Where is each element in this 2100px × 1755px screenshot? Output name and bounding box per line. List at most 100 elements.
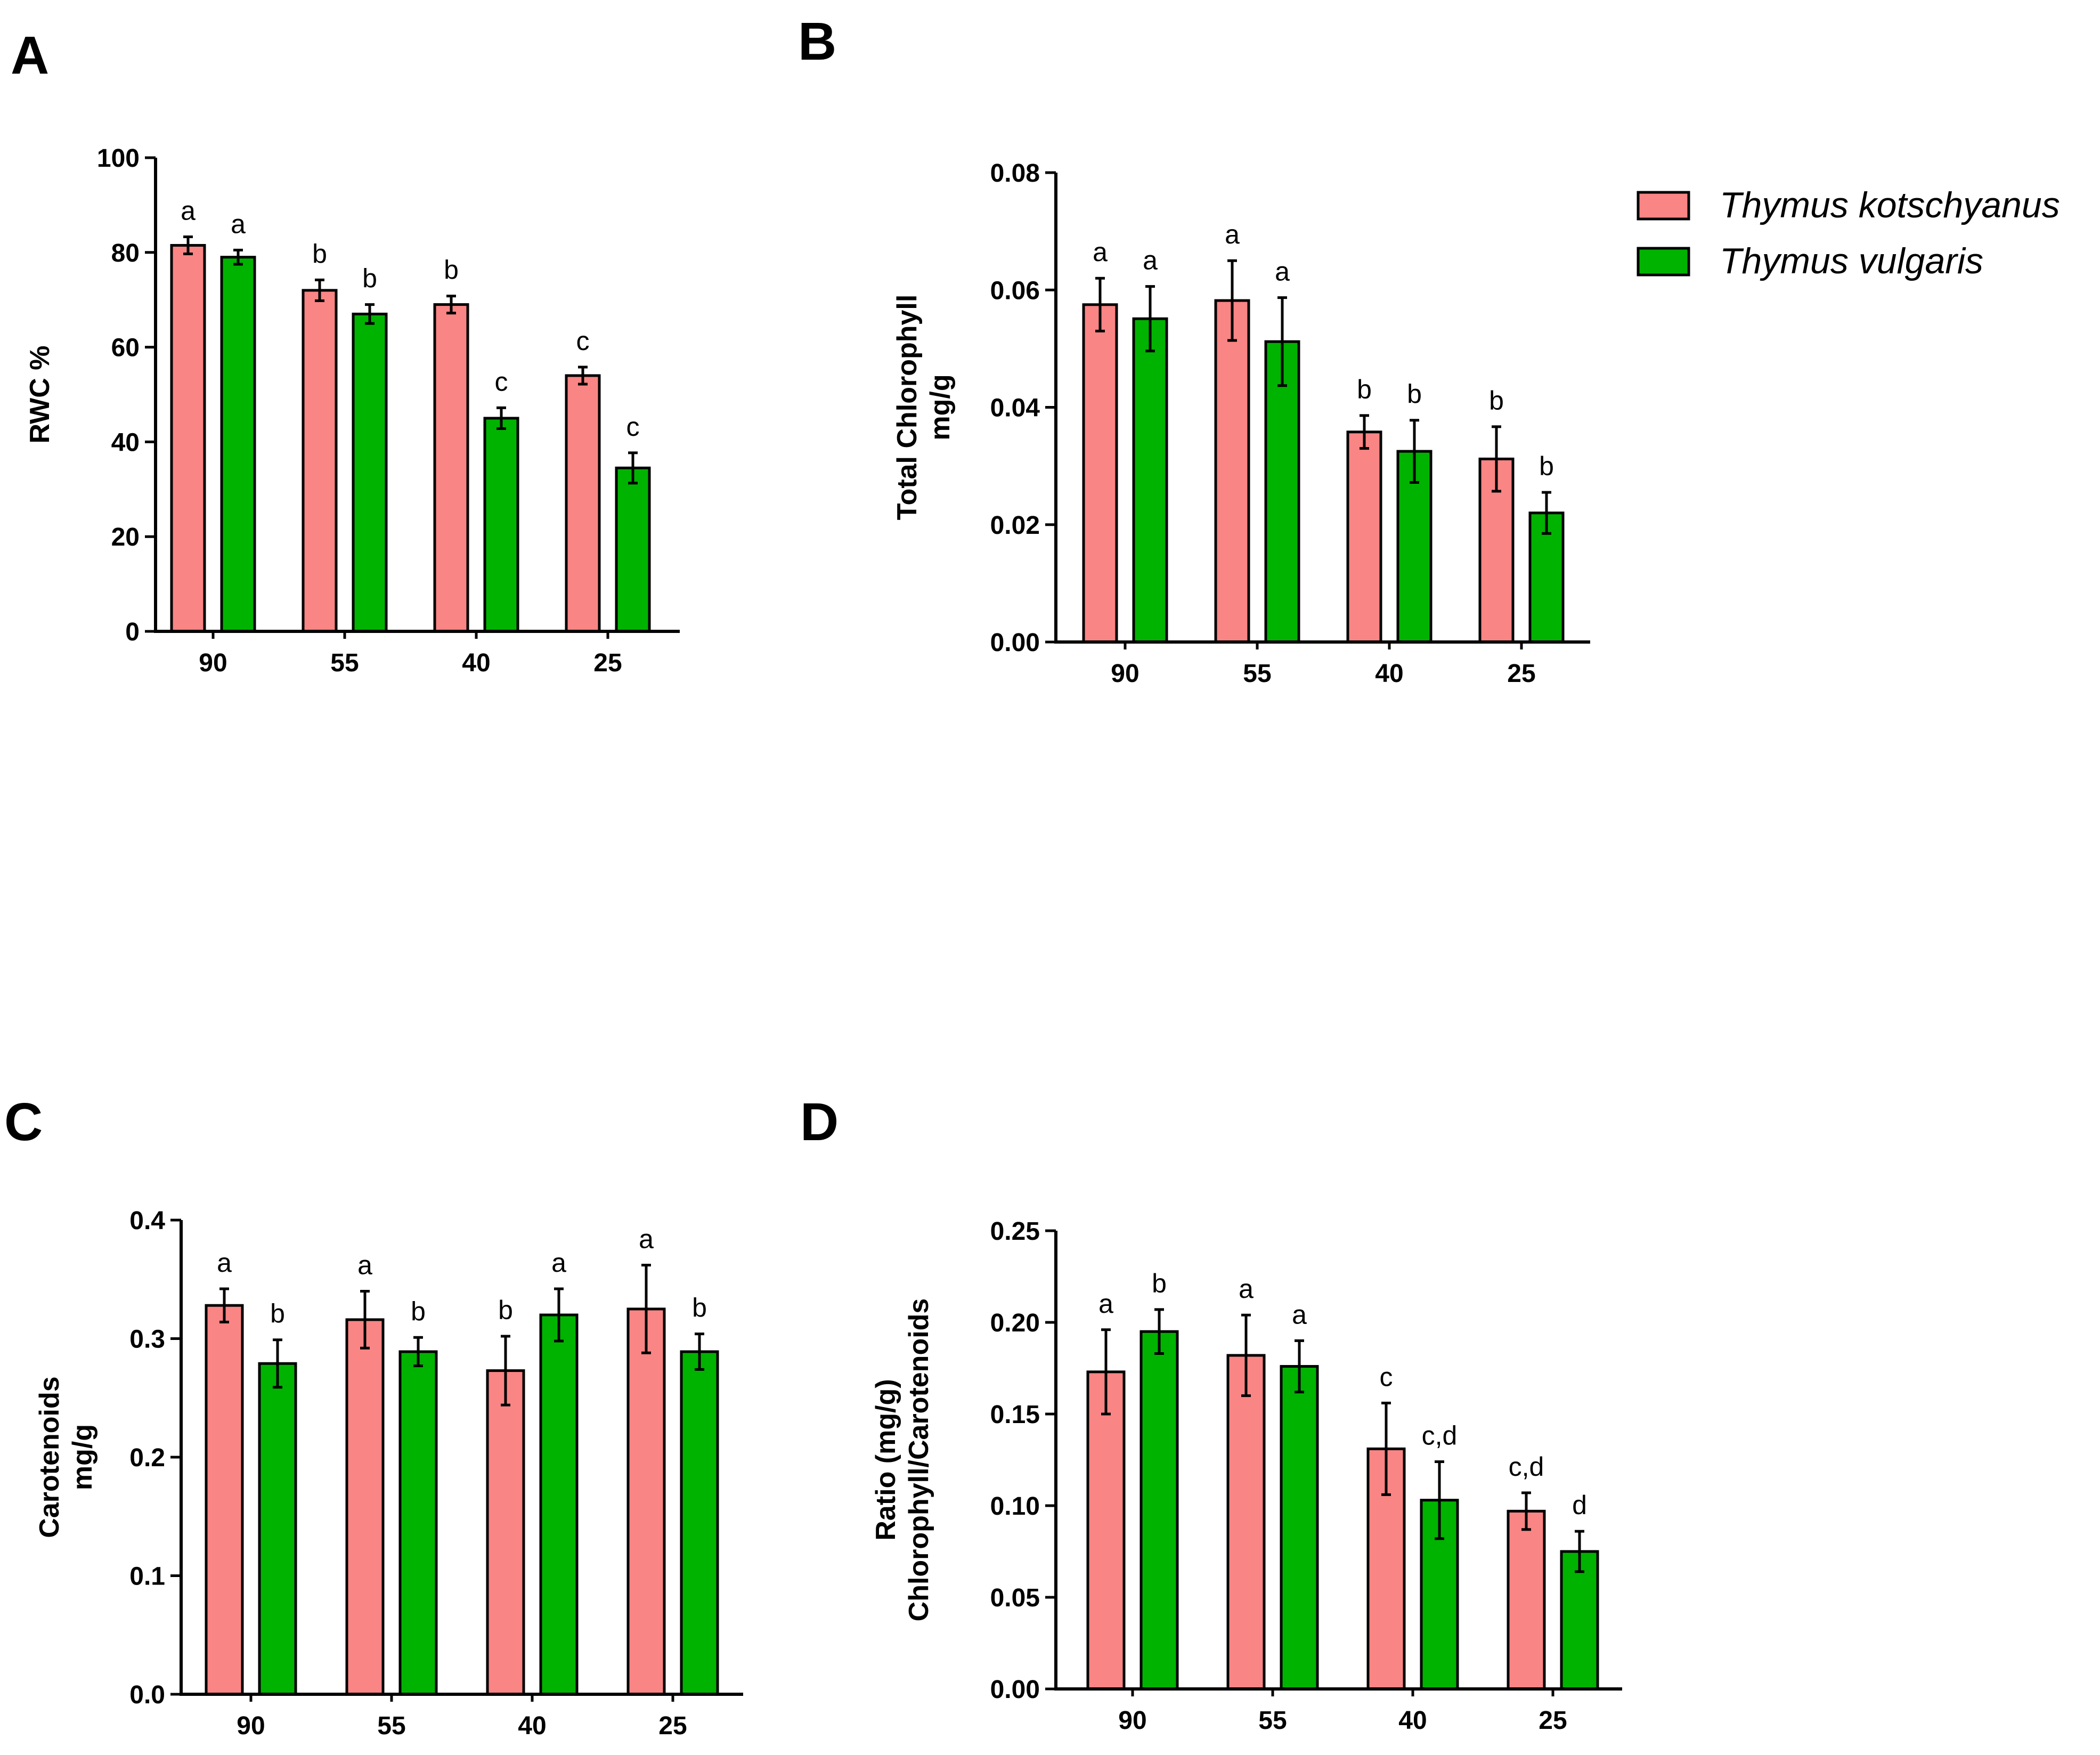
x-tick-label: 25 <box>658 1712 687 1740</box>
significance-label: c <box>1380 1362 1393 1392</box>
y-tick-label: 20 <box>111 523 140 551</box>
significance-label: c <box>626 412 640 442</box>
y-axis-title: Chlorophyll/Carotenoids <box>904 1298 934 1622</box>
bar <box>433 303 469 633</box>
bar <box>258 1362 297 1696</box>
bar <box>1082 303 1118 644</box>
y-tick-label: 0.3 <box>129 1326 165 1354</box>
y-tick-label: 0.4 <box>129 1207 165 1235</box>
y-tick-label: 100 <box>97 144 140 173</box>
y-tick-label: 80 <box>111 239 140 267</box>
significance-label: a <box>217 1248 232 1278</box>
x-tick-label: 90 <box>237 1712 265 1740</box>
y-axis-title: RWC % <box>25 346 55 444</box>
y-tick-label: 60 <box>111 334 140 362</box>
y-axis-title: mg/g <box>67 1424 98 1490</box>
significance-label: a <box>639 1224 654 1254</box>
bar <box>220 256 256 633</box>
bar <box>302 289 338 633</box>
significance-label: a <box>1143 246 1158 275</box>
bar <box>1280 1365 1319 1691</box>
y-tick-label: 0.00 <box>990 629 1040 657</box>
significance-label: a <box>181 196 196 225</box>
significance-label: a <box>1225 220 1240 249</box>
bar <box>486 1369 525 1696</box>
y-tick-label: 0.2 <box>129 1444 165 1472</box>
significance-label: a <box>1292 1299 1307 1329</box>
y-axis-title: Carotenoids <box>34 1376 65 1538</box>
y-tick-label: 0.00 <box>990 1676 1040 1704</box>
bar <box>352 312 388 633</box>
bar <box>1086 1370 1126 1691</box>
panel-letter: D <box>800 1092 839 1152</box>
x-tick-label: 55 <box>1258 1707 1287 1735</box>
panel-letter: C <box>4 1092 43 1152</box>
panel-letter: A <box>11 26 49 85</box>
y-axis-title: Total Chlorophyll <box>892 295 923 521</box>
y-tick-label: 0.05 <box>990 1584 1040 1612</box>
significance-label: a <box>357 1250 372 1280</box>
bar <box>615 466 651 633</box>
x-tick-label: 90 <box>199 649 227 677</box>
significance-label: b <box>692 1293 707 1323</box>
panel-d: Da b 90 a a 55 c c,d 40 c,d d 25 0.00 0.05 0.10 0.15 0.2… <box>800 1092 1622 1735</box>
significance-label: a <box>1098 1289 1113 1319</box>
y-tick-label: 0.0 <box>129 1681 165 1709</box>
significance-label: a <box>1239 1274 1254 1304</box>
significance-label: b <box>362 264 377 294</box>
x-tick-label: 40 <box>462 649 490 677</box>
bar <box>1507 1509 1546 1691</box>
y-tick-label: 0.06 <box>990 277 1040 305</box>
x-tick-label: 55 <box>377 1712 405 1740</box>
y-axis-title: mg/g <box>925 374 956 440</box>
significance-label: b <box>411 1296 426 1326</box>
bar <box>1264 340 1300 644</box>
bar <box>398 1350 438 1696</box>
bar <box>565 374 601 633</box>
legend-swatch <box>1637 191 1690 221</box>
y-tick-label: 0.15 <box>990 1401 1040 1429</box>
significance-label: a <box>1093 237 1108 267</box>
significance-label: b <box>1152 1269 1167 1298</box>
significance-label: b <box>1489 386 1504 416</box>
bar <box>1139 1330 1179 1691</box>
bar <box>170 243 206 633</box>
bar <box>626 1307 666 1696</box>
legend-label: Thymus vulgaris <box>1720 241 1983 281</box>
y-tick-label: 0.08 <box>990 159 1040 188</box>
panel-a: Aa a 90 b b 55 b c 40 c c 25 0 20 40 60 80 100 RWC % <box>11 26 680 677</box>
significance-label: b <box>498 1295 513 1325</box>
panel-b: Ba a 90 a a 55 b b 40 b b 25 0.00 0.02 0.04 0.06 0.08 Tot… <box>798 12 1590 688</box>
bar <box>483 417 519 633</box>
x-tick-label: 90 <box>1118 1707 1146 1735</box>
y-tick-label: 0.25 <box>990 1217 1040 1246</box>
bar <box>205 1304 244 1696</box>
significance-label: a <box>231 209 246 239</box>
legend-swatch <box>1637 247 1690 277</box>
y-tick-label: 0.02 <box>990 511 1040 540</box>
significance-label: b <box>1407 379 1422 409</box>
significance-label: d <box>1572 1490 1587 1520</box>
panel-letter: B <box>798 12 836 71</box>
y-tick-label: 0.1 <box>129 1563 165 1591</box>
bar <box>539 1313 579 1696</box>
x-tick-label: 25 <box>1507 660 1535 688</box>
x-tick-label: 40 <box>1375 660 1403 688</box>
legend-label: Thymus kotschyanus <box>1720 185 2060 225</box>
y-tick-label: 40 <box>111 428 140 457</box>
x-tick-label: 55 <box>330 649 359 677</box>
x-tick-label: 40 <box>518 1712 546 1740</box>
x-tick-label: 90 <box>1111 660 1139 688</box>
significance-label: c,d <box>1422 1420 1458 1450</box>
y-tick-label: 0 <box>125 618 140 646</box>
y-tick-label: 0.04 <box>990 394 1040 423</box>
significance-label: b <box>1357 375 1372 404</box>
significance-label: b <box>312 239 327 269</box>
y-axis-title: Ratio (mg/g) <box>870 1379 901 1540</box>
significance-label: c <box>576 326 590 356</box>
bar <box>680 1350 719 1696</box>
x-tick-label: 55 <box>1243 660 1271 688</box>
bar <box>1346 430 1382 644</box>
significance-label: c,d <box>1509 1452 1544 1482</box>
